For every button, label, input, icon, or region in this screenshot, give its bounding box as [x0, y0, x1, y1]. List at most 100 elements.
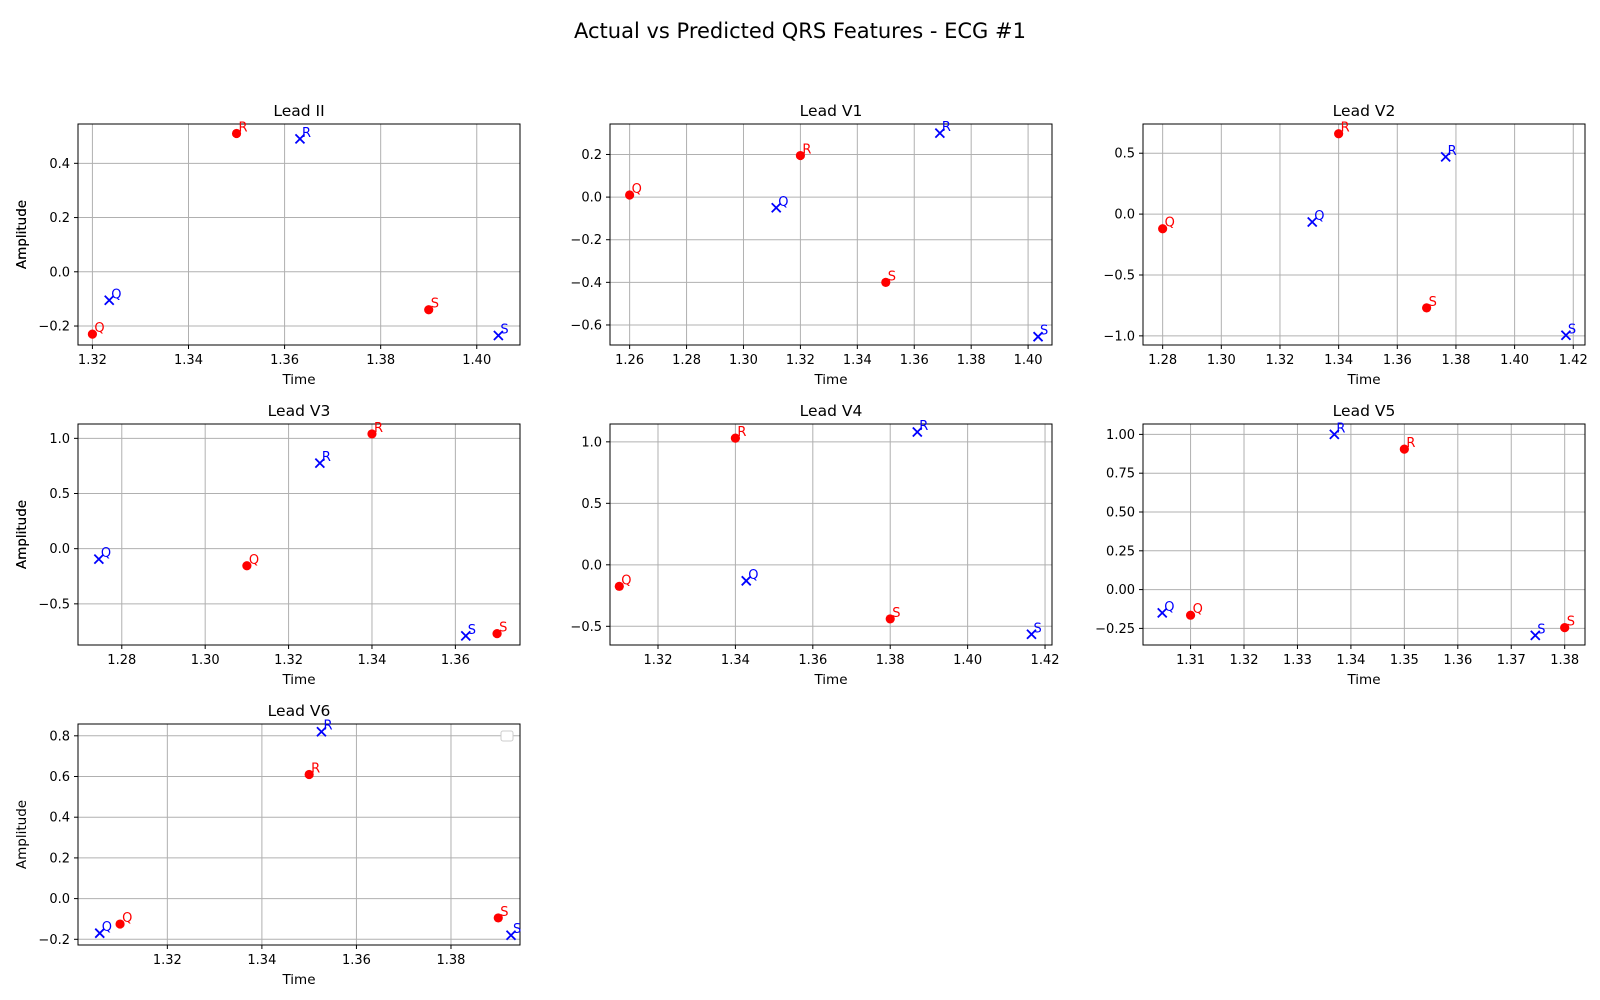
x-tick-label: 1.32: [786, 353, 815, 368]
actual-point-q: [1185, 610, 1196, 620]
actual-point-r: [1334, 129, 1344, 139]
predicted-point-r: [316, 726, 327, 737]
chart-panel: 1.31 1.32 1.33 1.34 1.35 1.36 1.37 1.38 −0.25 0.0…: [14, 402, 1586, 688]
predicted-point-s: [1026, 629, 1037, 640]
actual-point-q: [614, 581, 624, 591]
predicted-point-r: [294, 133, 306, 145]
actual-point-s: [881, 277, 891, 287]
y-tick-label: 0.00: [1106, 583, 1135, 598]
chart-title: Lead V5: [1333, 402, 1396, 420]
x-tick-label: 1.36: [900, 353, 929, 368]
point-label-q: Q: [249, 553, 259, 568]
point-label-q: Q: [122, 911, 132, 926]
x-tick-label: 1.42: [1559, 353, 1588, 368]
point-label-s: S: [1567, 615, 1575, 630]
y-tick-label: −0.4: [570, 276, 602, 291]
x-tick-label: 1.36: [441, 653, 470, 668]
x-axis-label: Time: [281, 672, 315, 688]
point-label-q: Q: [102, 920, 112, 935]
y-tick-label: 0.0: [1114, 208, 1135, 223]
chart-title: Lead V1: [800, 102, 863, 120]
x-tick-label: 1.34: [247, 953, 276, 968]
predicted-point-q: [1157, 607, 1168, 619]
point-label-r: R: [323, 719, 332, 734]
point-label-q: Q: [1314, 209, 1324, 224]
y-tick-label: −0.6: [570, 318, 602, 333]
actual-point-r: [304, 769, 314, 780]
actual-point-r: [730, 433, 741, 443]
x-tick-label: 1.36: [798, 653, 827, 668]
predicted-point-q: [1307, 216, 1318, 228]
predicted-point-q: [771, 202, 782, 213]
predicted-point-s: [1530, 630, 1541, 641]
point-label-r: R: [919, 419, 928, 434]
y-axis-label: Amplitude: [14, 800, 30, 869]
point-label-r: R: [322, 450, 331, 465]
predicted-point-s: [1032, 331, 1044, 342]
point-label-r: R: [239, 120, 248, 135]
predicted-point-q: [93, 554, 104, 565]
chart-title: Lead V2: [1333, 102, 1396, 120]
x-tick-label: 1.34: [174, 353, 203, 368]
predicted-point-q: [104, 295, 115, 306]
x-tick-label: 1.32: [78, 353, 107, 368]
chart-panel: 1.32 1.34 1.36 1.38 1.40 1.42 −0.5 0.0 0.5 1.0 Lea…: [14, 402, 1060, 688]
chart-panel: 1.26 1.28 1.30 1.32 1.34 1.36 1.38 1.40 −0.6 −0.4…: [14, 102, 1053, 388]
x-tick-label: 1.28: [672, 353, 701, 368]
y-tick-label: 0.0: [49, 265, 70, 280]
point-label-q: Q: [111, 287, 121, 302]
point-label-s: S: [888, 269, 896, 284]
y-axis-label: Amplitude: [14, 200, 30, 269]
y-axis-label: Amplitude: [14, 200, 30, 269]
x-tick-label: 1.32: [274, 653, 303, 668]
x-axis-label: Time: [1346, 372, 1380, 388]
point-label-s: S: [1033, 621, 1041, 636]
point-label-q: Q: [632, 182, 642, 197]
predicted-point-s: [493, 330, 504, 341]
point-label-q: Q: [1165, 216, 1175, 231]
predicted-point-r: [912, 426, 923, 438]
chart-panel: 1.28 1.30 1.32 1.34 1.36 −0.5 0.0 0.5 1.0 Lead V3…: [14, 402, 521, 688]
point-label-q: Q: [1193, 602, 1203, 617]
x-axis-label: Time: [281, 972, 315, 988]
x-axis-label: Time: [1346, 672, 1380, 688]
chart-title: Lead V6: [268, 702, 331, 720]
axes-frame: [1142, 123, 1586, 346]
x-tick-label: 1.32: [1230, 653, 1259, 668]
x-tick-label: 1.31: [1176, 653, 1205, 668]
y-tick-label: 1.0: [49, 432, 70, 447]
x-tick-label: 1.40: [953, 653, 982, 668]
actual-point-q: [242, 561, 252, 571]
point-label-s: S: [499, 621, 507, 636]
x-tick-label: 1.36: [342, 953, 371, 968]
actual-point-r: [231, 128, 242, 139]
x-tick-label: 1.36: [1443, 653, 1472, 668]
y-tick-label: 0.4: [49, 157, 70, 172]
point-label-r: R: [802, 143, 811, 158]
point-label-r: R: [1448, 144, 1457, 159]
y-tick-label: 0.5: [581, 497, 602, 512]
axes-frame: [1142, 423, 1586, 646]
x-tick-label: 1.40: [1014, 353, 1043, 368]
y-tick-label: −0.2: [38, 933, 70, 948]
predicted-point-q: [741, 575, 752, 586]
point-label-r: R: [1336, 421, 1345, 436]
x-tick-label: 1.40: [462, 353, 491, 368]
y-tick-label: 0.5: [1114, 147, 1135, 162]
x-tick-label: 1.38: [366, 353, 395, 368]
point-label-s: S: [500, 323, 508, 338]
y-tick-label: 0.50: [1106, 505, 1135, 520]
x-tick-label: 1.32: [1265, 353, 1294, 368]
x-tick-label: 1.38: [957, 353, 986, 368]
axes-frame: [609, 423, 1053, 646]
y-tick-label: 0.2: [49, 211, 70, 226]
empty-legend-box: [500, 730, 514, 742]
point-label-r: R: [311, 761, 320, 776]
actual-point-s: [493, 913, 503, 923]
x-tick-label: 1.36: [1383, 353, 1412, 368]
x-tick-label: 1.34: [721, 653, 750, 668]
y-tick-label: −1.0: [1103, 329, 1135, 344]
y-tick-label: 0.2: [49, 851, 70, 866]
predicted-point-q: [94, 928, 105, 939]
